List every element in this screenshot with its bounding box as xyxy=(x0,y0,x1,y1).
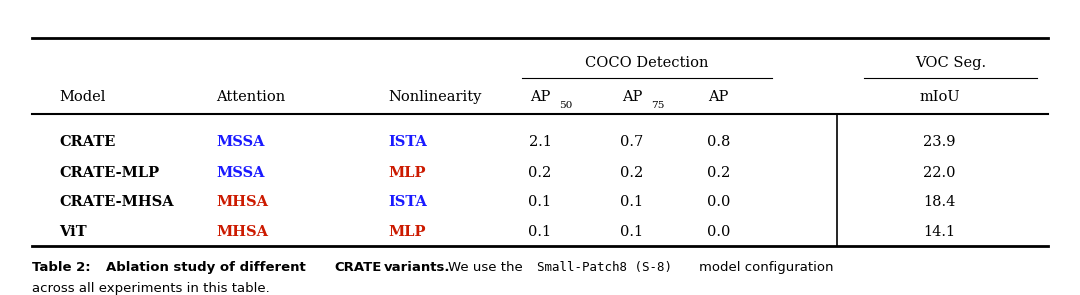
Text: Table 2:: Table 2: xyxy=(32,261,91,274)
Text: 0.1: 0.1 xyxy=(620,195,644,209)
Text: 0.0: 0.0 xyxy=(706,224,730,239)
Text: 0.0: 0.0 xyxy=(706,195,730,209)
Text: MHSA: MHSA xyxy=(216,195,268,209)
Text: ISTA: ISTA xyxy=(389,135,428,149)
Text: AP: AP xyxy=(530,90,550,104)
Text: Small-Patch8 (S-8): Small-Patch8 (S-8) xyxy=(537,261,672,274)
Text: CRATE: CRATE xyxy=(59,135,116,149)
Text: model configuration: model configuration xyxy=(699,261,834,274)
Text: 75: 75 xyxy=(651,101,664,110)
Text: 0.1: 0.1 xyxy=(528,224,552,239)
Text: mIoU: mIoU xyxy=(919,90,960,104)
Text: 2.1: 2.1 xyxy=(528,135,552,149)
Text: Ablation study of different: Ablation study of different xyxy=(106,261,306,274)
Text: variants.: variants. xyxy=(383,261,450,274)
Text: COCO Detection: COCO Detection xyxy=(585,56,708,71)
Text: MSSA: MSSA xyxy=(216,165,265,180)
Text: ViT: ViT xyxy=(59,224,87,239)
Text: 0.1: 0.1 xyxy=(620,224,644,239)
Text: MLP: MLP xyxy=(389,224,427,239)
Text: 0.8: 0.8 xyxy=(706,135,730,149)
Text: 0.2: 0.2 xyxy=(620,165,644,180)
Text: Attention: Attention xyxy=(216,90,285,104)
Text: Model: Model xyxy=(59,90,106,104)
Text: 0.7: 0.7 xyxy=(620,135,644,149)
Text: 50: 50 xyxy=(559,101,572,110)
Text: 0.1: 0.1 xyxy=(528,195,552,209)
Text: AP: AP xyxy=(708,90,728,104)
Text: MLP: MLP xyxy=(389,165,427,180)
Text: VOC Seg.: VOC Seg. xyxy=(915,56,986,71)
Text: 18.4: 18.4 xyxy=(923,195,956,209)
Text: 14.1: 14.1 xyxy=(923,224,956,239)
Text: CRATE-MHSA: CRATE-MHSA xyxy=(59,195,174,209)
Text: CRATE: CRATE xyxy=(335,261,382,274)
Text: Nonlinearity: Nonlinearity xyxy=(389,90,482,104)
Text: ISTA: ISTA xyxy=(389,195,428,209)
Text: 23.9: 23.9 xyxy=(923,135,956,149)
Text: 22.0: 22.0 xyxy=(923,165,956,180)
Text: 0.2: 0.2 xyxy=(528,165,552,180)
Text: We use the: We use the xyxy=(448,261,523,274)
Text: 0.2: 0.2 xyxy=(706,165,730,180)
Text: across all experiments in this table.: across all experiments in this table. xyxy=(32,282,270,295)
Text: MSSA: MSSA xyxy=(216,135,265,149)
Text: CRATE-MLP: CRATE-MLP xyxy=(59,165,160,180)
Text: AP: AP xyxy=(622,90,642,104)
Text: MHSA: MHSA xyxy=(216,224,268,239)
